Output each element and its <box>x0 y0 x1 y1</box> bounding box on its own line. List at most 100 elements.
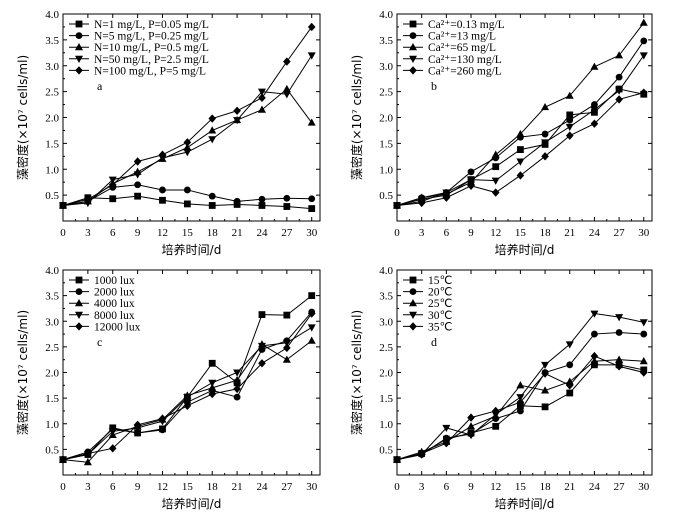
legend-marker <box>409 43 417 51</box>
x-tick-label: 21 <box>232 227 243 239</box>
chart-panel-b: 0 3 6 9 12 15 18 21 24 27 30 0.5 1.0 1.5 2.0 2.5 3.0 3.5 4… <box>349 9 653 257</box>
legend-marker <box>75 43 83 51</box>
legend-marker <box>75 20 83 28</box>
data-point <box>442 439 451 448</box>
data-point <box>307 324 316 332</box>
x-tick-label: 18 <box>540 227 552 239</box>
data-point <box>283 203 291 210</box>
data-point <box>393 201 401 210</box>
data-point <box>283 311 291 319</box>
data-point <box>183 394 192 402</box>
data-point <box>307 336 316 344</box>
series-5 <box>393 88 648 210</box>
data-point <box>233 369 242 377</box>
y-tick-label: 1.5 <box>45 138 59 150</box>
x-axis-title: 培养时间/d <box>162 496 222 511</box>
x-tick-label: 15 <box>515 481 527 493</box>
data-point <box>208 359 216 367</box>
y-tick-label: 0.5 <box>379 444 393 456</box>
data-point <box>307 118 316 126</box>
data-point <box>183 401 192 411</box>
legend-label: Ca²⁺=13 mg/L <box>428 31 496 43</box>
y-axis-title: 藻密度(×10⁷ cells/ml) <box>15 310 30 435</box>
legend-marker <box>409 55 417 63</box>
y-tick-label: 2.5 <box>45 87 59 99</box>
x-tick-label: 3 <box>419 227 425 239</box>
x-tick-label: 24 <box>256 481 268 493</box>
data-point <box>233 384 241 394</box>
x-tick-label: 9 <box>135 227 141 239</box>
x-tick-label: 30 <box>638 227 650 239</box>
data-point <box>133 171 142 179</box>
data-point <box>640 37 648 45</box>
legend-marker <box>75 311 83 319</box>
legend-label: 30℃ <box>428 310 453 322</box>
x-tick-label: 6 <box>444 481 450 493</box>
data-point <box>417 198 426 208</box>
x-tick-label: 21 <box>564 481 575 493</box>
x-tick-label: 18 <box>540 481 552 493</box>
data-point <box>566 361 574 369</box>
data-point <box>134 429 142 437</box>
data-point <box>442 424 451 433</box>
data-point <box>565 341 574 349</box>
data-point <box>467 176 476 184</box>
data-point <box>208 126 217 134</box>
x-tick-label: 24 <box>256 227 268 239</box>
legend-label: 1000 lux <box>94 275 135 287</box>
data-point <box>639 368 648 377</box>
y-tick-label: 1.5 <box>379 138 393 150</box>
x-tick-label: 27 <box>614 481 626 493</box>
legend-marker <box>409 276 417 284</box>
x-tick-label: 30 <box>638 481 650 493</box>
data-point <box>307 22 316 32</box>
legend-marker <box>75 66 83 75</box>
data-point <box>258 311 266 318</box>
x-tick-label: 9 <box>135 481 141 493</box>
y-tick-label: 3.0 <box>45 61 59 73</box>
data-point <box>491 177 500 185</box>
data-point <box>516 394 525 402</box>
data-point <box>467 413 475 422</box>
data-point <box>83 457 92 466</box>
data-point <box>590 62 599 70</box>
data-point <box>59 201 67 210</box>
legend-label: Ca²⁺=0.13 mg/L <box>428 19 505 31</box>
x-axis-title: 培养时间/d <box>162 242 222 257</box>
data-point <box>134 181 142 189</box>
y-tick-label: 0.5 <box>379 190 393 202</box>
chart-panel-c: 0 3 6 9 12 15 18 21 24 27 30 0.5 1.0 1.5 2.0 2.5 3.0 3.5 4… <box>15 265 321 511</box>
x-tick-label: 12 <box>157 227 168 239</box>
legend-marker <box>409 288 417 295</box>
legend-marker <box>409 311 417 319</box>
x-tick-label: 21 <box>564 227 575 239</box>
data-point <box>233 117 242 125</box>
y-tick-label: 3.5 <box>379 35 393 47</box>
data-point <box>541 386 550 394</box>
data-point <box>308 205 316 212</box>
legend-label: N=10 mg/L, P=0.5 mg/L <box>94 42 209 54</box>
x-tick-label: 3 <box>85 227 91 239</box>
y-tick-label: 2.5 <box>45 342 59 354</box>
y-tick-label: 4.0 <box>379 9 393 21</box>
data-point <box>492 422 500 430</box>
series-1 <box>393 85 648 209</box>
x-tick-label: 6 <box>444 227 450 239</box>
data-point <box>442 193 451 202</box>
data-point <box>258 195 266 203</box>
y-tick-label: 0.5 <box>45 190 59 202</box>
data-point <box>639 319 648 327</box>
series-5 <box>59 309 316 464</box>
panel-label: d <box>431 335 437 349</box>
data-point <box>283 343 291 353</box>
data-point <box>615 355 624 363</box>
data-point <box>640 330 648 338</box>
series-4 <box>393 310 648 464</box>
data-point <box>590 106 599 114</box>
x-tick-label: 30 <box>306 227 318 239</box>
legend-label: N=100 mg/L, P=5 mg/L <box>94 65 206 77</box>
x-tick-label: 18 <box>207 227 219 239</box>
y-tick-label: 3.0 <box>45 316 59 328</box>
legend-label: 25℃ <box>428 298 453 310</box>
